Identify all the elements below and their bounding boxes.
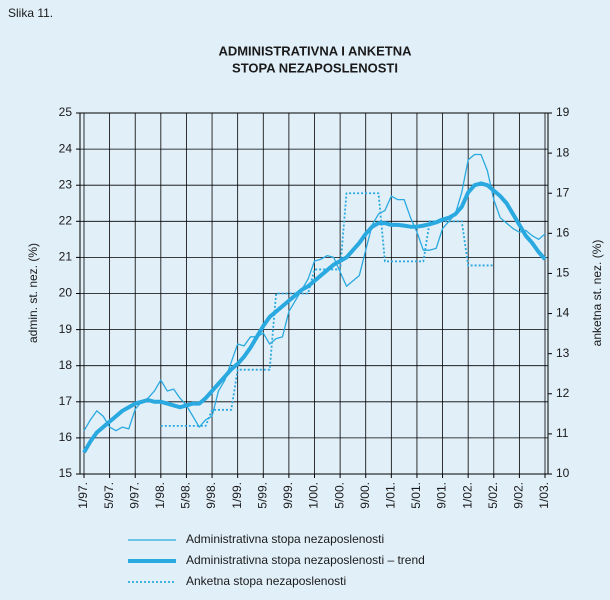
- legend-label: Anketna stopa nezaposlenosti: [186, 574, 346, 588]
- x-tick-label: 5/97.: [102, 482, 116, 509]
- x-tick-label: 1/03.: [537, 482, 551, 509]
- figure-label: Slika 11.: [8, 6, 53, 20]
- y2-tick-label: 14: [556, 306, 570, 320]
- x-tick-label: 1/01.: [384, 482, 398, 509]
- x-tick-label: 9/99.: [281, 482, 295, 509]
- x-tick-label: 1/00.: [307, 482, 321, 509]
- y-tick-label: 20: [59, 286, 73, 300]
- y-tick-label: 22: [59, 213, 73, 227]
- y-tick-label: 21: [59, 250, 73, 264]
- series-line: [83, 153, 546, 432]
- y-tick-label: 25: [59, 105, 73, 119]
- y2-tick-label: 12: [556, 386, 570, 400]
- y2-axis-label: anketna st. nez. (%): [590, 240, 604, 347]
- y2-tick-label: 19: [556, 105, 570, 119]
- y2-tick-label: 11: [556, 426, 569, 440]
- x-tick-label: 1/98.: [153, 482, 167, 509]
- y-tick-label: 19: [59, 322, 73, 336]
- y-tick-label: 15: [59, 466, 73, 480]
- chart-title: ADMINISTRATIVNA I ANKETNA: [218, 43, 412, 58]
- x-tick-label: 5/02.: [486, 482, 500, 509]
- series-line: [82, 181, 547, 454]
- y-tick-label: 18: [59, 358, 73, 372]
- y2-tick-label: 17: [556, 185, 570, 199]
- x-tick-label: 5/98.: [179, 482, 193, 509]
- x-tick-label: 5/01.: [409, 482, 423, 509]
- y2-tick-label: 18: [556, 145, 570, 159]
- x-tick-label: 1/97.: [76, 482, 90, 509]
- x-tick-label: 9/02.: [512, 482, 526, 509]
- y2-tick-label: 15: [556, 266, 570, 280]
- y-axis-label: admin. st. nez. (%): [26, 243, 40, 343]
- y2-tick-label: 16: [556, 226, 570, 240]
- x-tick-label: 9/01.: [435, 482, 449, 509]
- y2-tick-label: 13: [556, 346, 570, 360]
- x-tick-label: 9/00.: [358, 482, 372, 509]
- y-tick-label: 24: [59, 141, 73, 155]
- series-line: [160, 192, 494, 427]
- x-tick-label: 5/99.: [255, 482, 269, 509]
- y2-tick-label: 10: [556, 466, 570, 480]
- x-tick-label: 5/00.: [332, 482, 346, 509]
- y-tick-label: 16: [59, 430, 73, 444]
- x-tick-label: 9/97.: [127, 482, 141, 509]
- chart-subtitle: STOPA NEZAPOSLENOSTI: [232, 60, 398, 75]
- x-tick-label: 1/99.: [230, 482, 244, 509]
- x-tick-label: 9/98.: [204, 482, 218, 509]
- y-tick-label: 17: [59, 394, 73, 408]
- legend-label: Administrativna stopa nezaposlenosti – t…: [186, 553, 425, 567]
- legend-label: Administrativna stopa nezaposlenosti: [186, 532, 384, 546]
- y-tick-label: 23: [59, 177, 73, 191]
- x-tick-label: 1/02.: [460, 482, 474, 509]
